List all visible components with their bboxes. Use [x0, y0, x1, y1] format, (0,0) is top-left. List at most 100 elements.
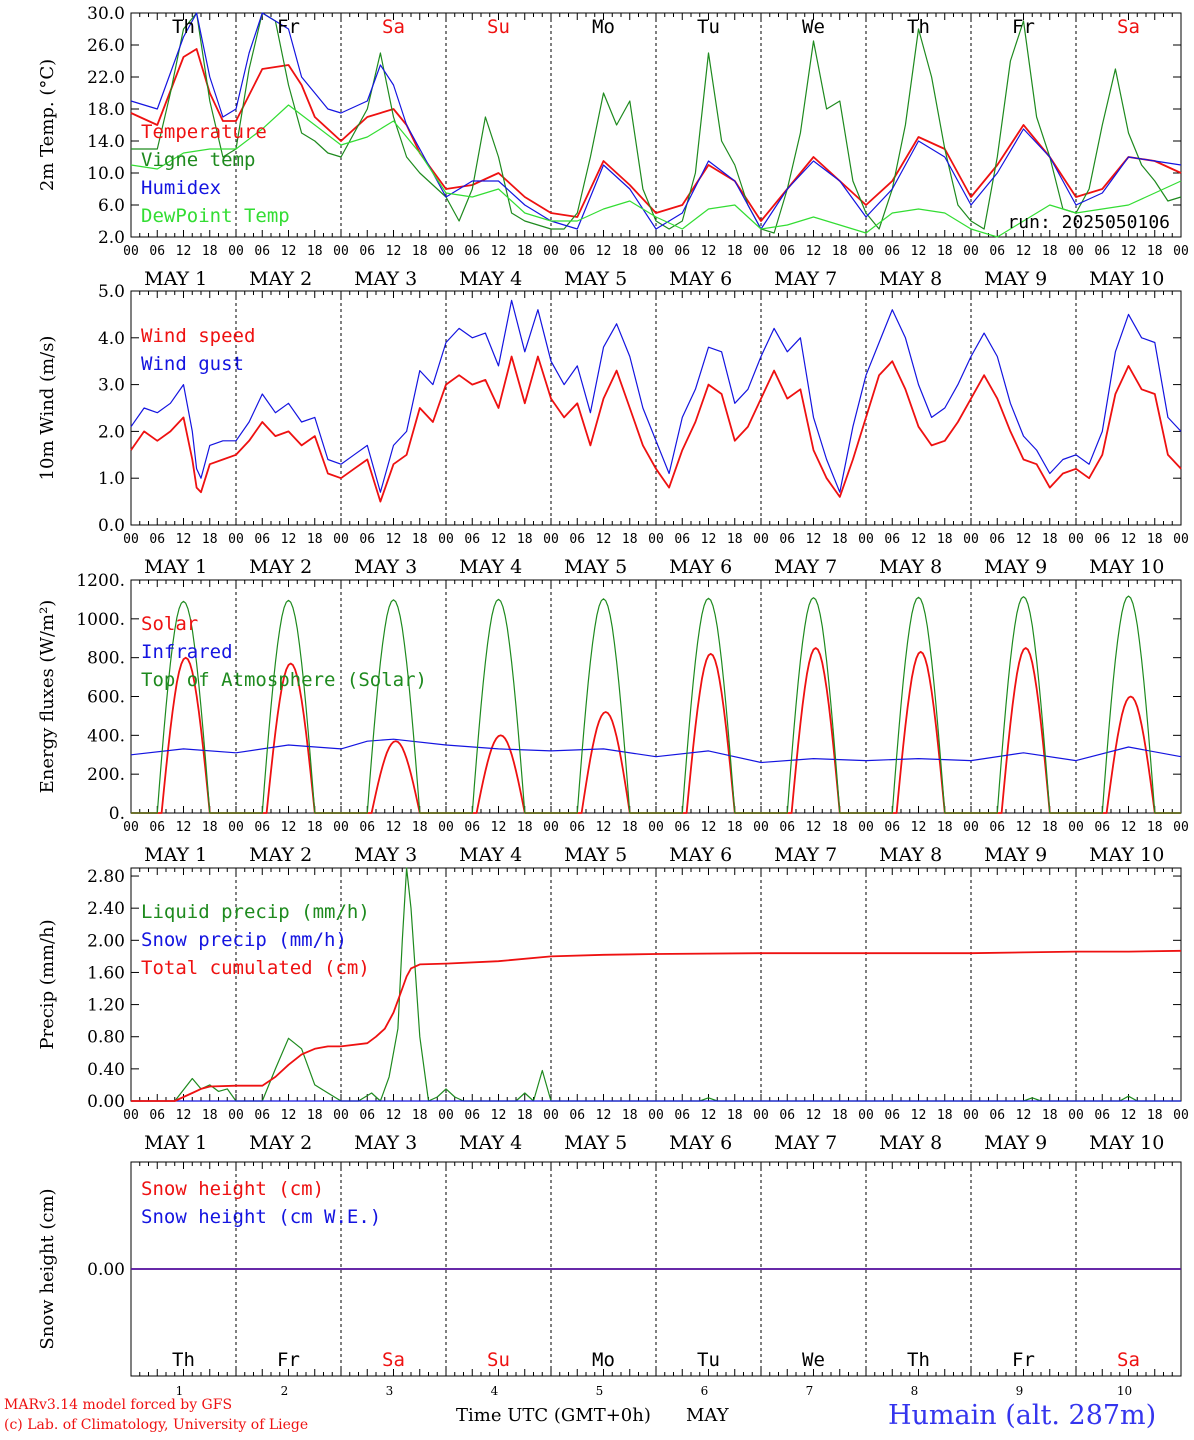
hour-tick-label: 00 [753, 820, 769, 835]
hour-tick-label: 00 [228, 244, 244, 259]
hour-tick-label: 12 [1121, 244, 1137, 259]
hour-tick-label: 12 [701, 1108, 717, 1123]
series-line [131, 595, 1181, 814]
weekday-label: Su [487, 1349, 510, 1371]
y-tick-label: 800. [87, 649, 125, 669]
hour-tick-label: 18 [622, 820, 638, 835]
date-label: MAY 8 [879, 556, 942, 578]
y-axis-label: Energy fluxes (W/m²) [37, 600, 58, 794]
y-tick-label: 400. [87, 726, 125, 746]
date-label: MAY 1 [144, 268, 207, 290]
y-axis-label: 10m Wind (m/s) [37, 336, 58, 481]
hour-tick-label: 12 [281, 820, 297, 835]
legend-entry: DewPoint Temp [141, 205, 290, 227]
hour-tick-label: 18 [832, 532, 848, 547]
date-label: MAY 5 [564, 844, 627, 866]
day-number-label: 3 [386, 1384, 394, 1398]
date-label: MAY 9 [984, 556, 1047, 578]
hour-tick-label: 06 [254, 820, 270, 835]
hour-tick-label: 00 [648, 820, 664, 835]
y-tick-label: 0. [109, 804, 125, 824]
weekday-label: Th [172, 16, 195, 38]
hour-tick-label: 12 [911, 532, 927, 547]
hour-tick-label: 18 [1147, 820, 1163, 835]
hour-tick-label: 12 [701, 244, 717, 259]
hour-tick-label: 18 [937, 244, 953, 259]
hour-tick-label: 00 [1173, 532, 1189, 547]
date-label: MAY 7 [774, 556, 837, 578]
date-label: MAY 9 [984, 1132, 1047, 1154]
hour-tick-label: 18 [1042, 532, 1058, 547]
hour-tick-label: 12 [1121, 820, 1137, 835]
date-label: MAY 5 [564, 1132, 627, 1154]
footer-model-credit: MARv3.14 model forced by GFS [4, 1397, 233, 1413]
hour-tick-label: 18 [727, 532, 743, 547]
weekday-label: We [802, 1349, 825, 1371]
date-label: MAY 2 [249, 268, 312, 290]
weekday-label: Sa [382, 1349, 405, 1371]
legend-entry: Top of Atmosphere (Solar) [141, 669, 427, 691]
y-tick-label: 30.0 [87, 4, 125, 24]
panel-energy: 0. 200. 400. 600. 800. 1000. 1200. Energy fluxe… [37, 571, 1189, 866]
footer-lab-credit: (c) Lab. of Climatology, University of L… [4, 1417, 309, 1433]
hour-tick-label: 06 [1094, 532, 1110, 547]
date-label: MAY 4 [459, 1132, 522, 1154]
hour-tick-label: 12 [701, 532, 717, 547]
y-tick-label: 18.0 [87, 100, 125, 120]
series-line [130, 299, 1182, 493]
hour-tick-label: 12 [911, 244, 927, 259]
weekday-label: Fr [277, 1349, 300, 1371]
hour-tick-label: 18 [1042, 820, 1058, 835]
hour-tick-label: 06 [989, 244, 1005, 259]
date-label: MAY 1 [144, 844, 207, 866]
weekday-label: Fr [277, 16, 300, 38]
hour-tick-label: 00 [1173, 1108, 1189, 1123]
date-label: MAY 2 [249, 844, 312, 866]
hour-tick-label: 18 [307, 532, 323, 547]
hour-tick-label: 12 [491, 532, 507, 547]
hour-tick-label: 00 [333, 820, 349, 835]
hour-tick-label: 00 [543, 532, 559, 547]
hour-tick-label: 00 [1068, 1108, 1084, 1123]
hour-tick-label: 06 [989, 532, 1005, 547]
hour-tick-label: 12 [386, 820, 402, 835]
weekday-label: Mo [592, 1349, 615, 1371]
series-line [131, 949, 1182, 1102]
series-line [130, 738, 1182, 764]
date-label: MAY 1 [144, 556, 207, 578]
hour-tick-label: 00 [123, 244, 139, 259]
hour-tick-label: 18 [727, 820, 743, 835]
hour-tick-label: 18 [937, 1108, 953, 1123]
date-label: MAY 3 [354, 844, 417, 866]
hour-tick-label: 18 [307, 820, 323, 835]
hour-tick-label: 00 [543, 820, 559, 835]
hour-tick-label: 18 [517, 1108, 533, 1123]
hour-tick-label: 00 [648, 532, 664, 547]
date-label: MAY 2 [249, 556, 312, 578]
hour-tick-label: 18 [517, 820, 533, 835]
y-tick-label: 14.0 [87, 132, 125, 152]
date-label: MAY 7 [774, 844, 837, 866]
hour-tick-label: 06 [779, 244, 795, 259]
y-tick-label: 2.40 [87, 899, 125, 919]
legend-entry: Temperature [141, 121, 267, 143]
hour-tick-label: 00 [438, 532, 454, 547]
hour-tick-label: 12 [176, 820, 192, 835]
date-label: MAY 6 [669, 556, 732, 578]
date-label: MAY 4 [459, 268, 522, 290]
hour-tick-label: 06 [149, 532, 165, 547]
hour-tick-label: 12 [176, 244, 192, 259]
y-axis-label: Snow height (cm) [37, 1188, 58, 1349]
hour-tick-label: 06 [464, 244, 480, 259]
hour-tick-label: 06 [884, 820, 900, 835]
weekday-label: Fr [1012, 16, 1035, 38]
hour-tick-label: 00 [1068, 820, 1084, 835]
date-label: MAY 5 [564, 556, 627, 578]
y-tick-label: 1200. [76, 571, 125, 591]
hour-tick-label: 00 [858, 1108, 874, 1123]
hour-tick-label: 12 [596, 1108, 612, 1123]
hour-tick-label: 00 [543, 244, 559, 259]
weekday-label: We [802, 16, 825, 38]
weekday-label: Th [907, 1349, 930, 1371]
hour-tick-label: 18 [937, 820, 953, 835]
